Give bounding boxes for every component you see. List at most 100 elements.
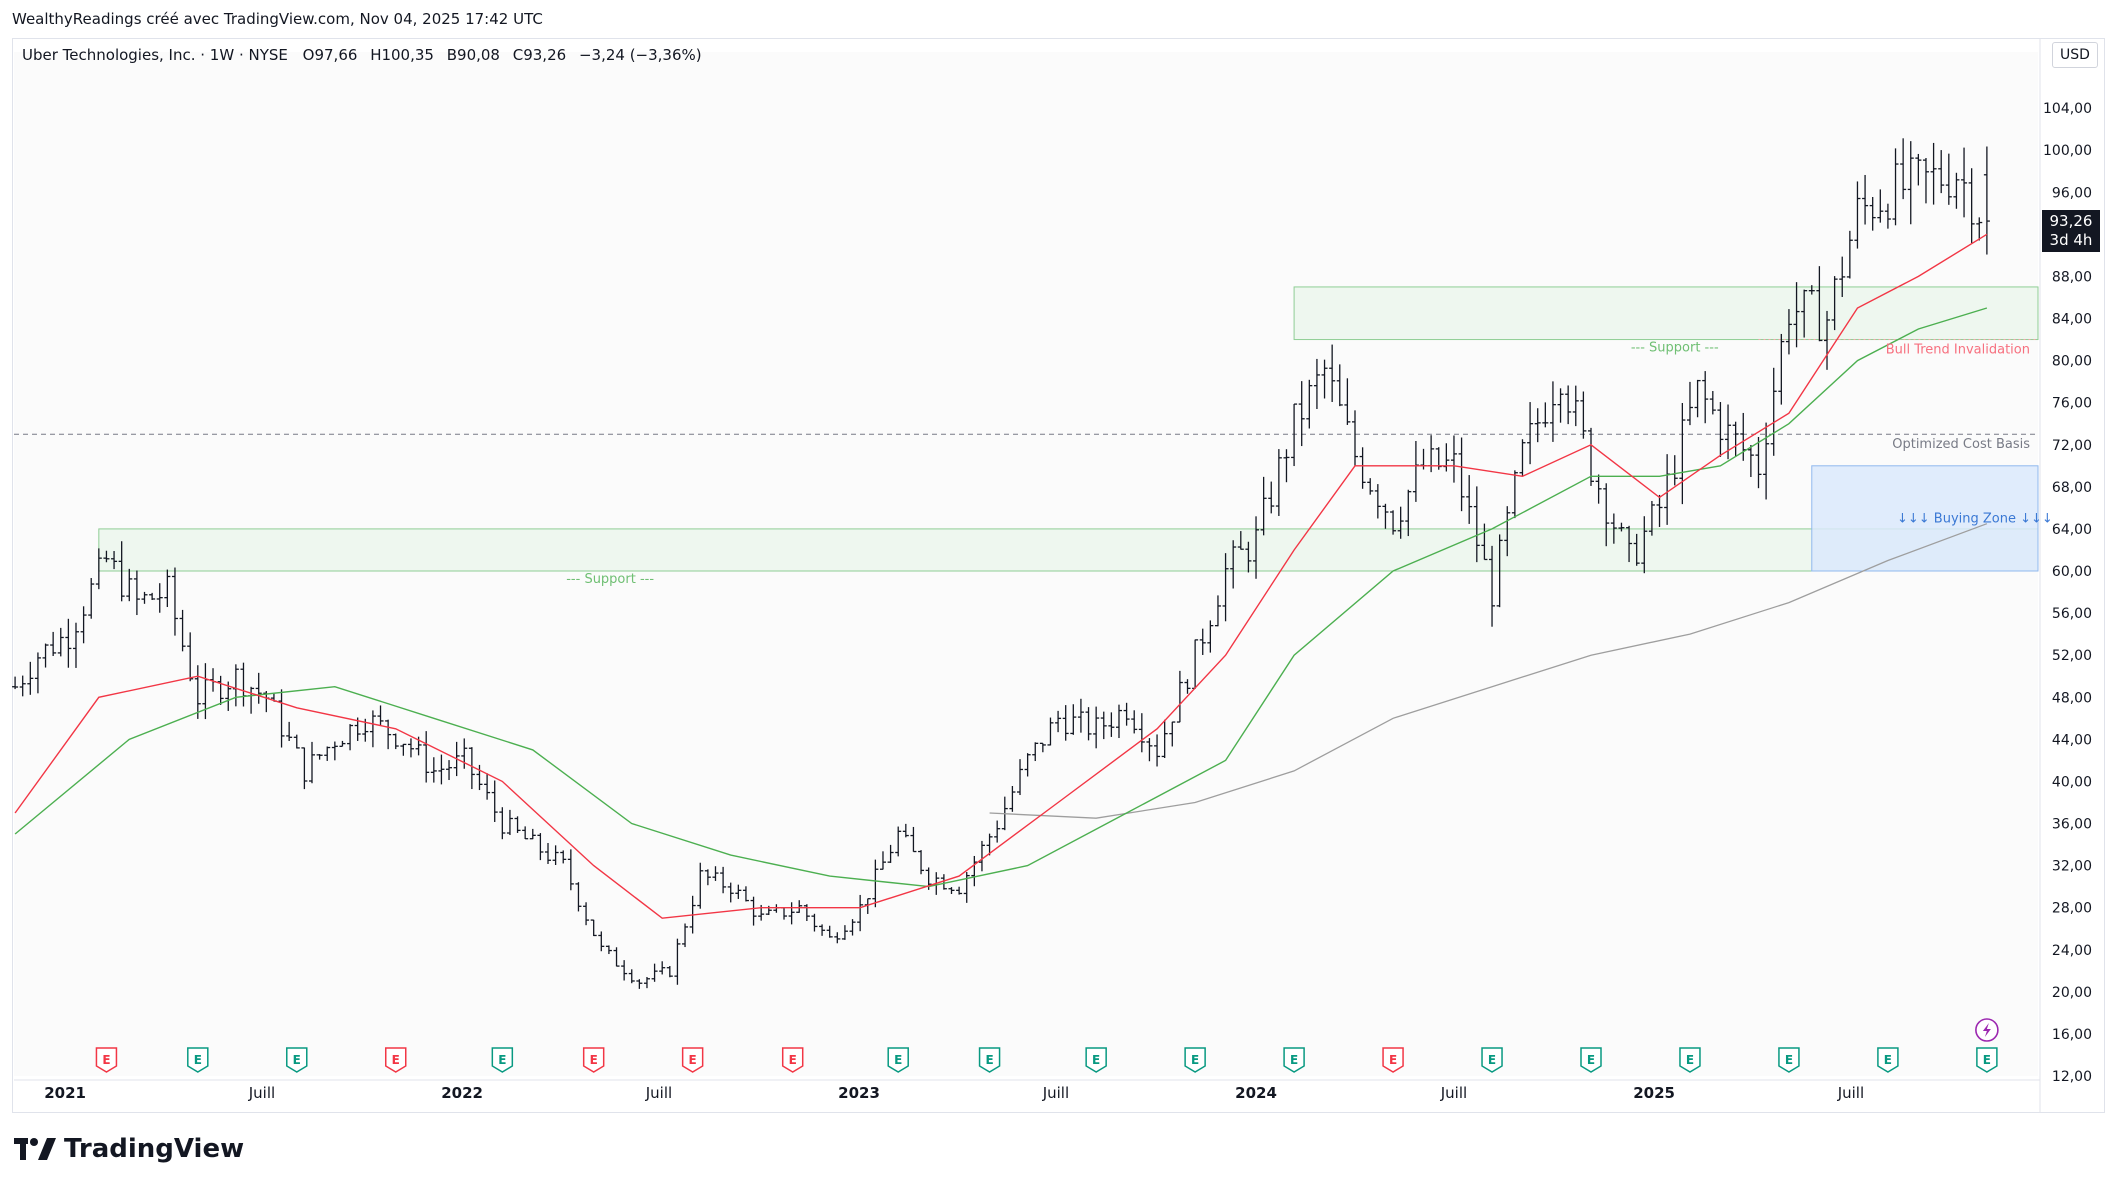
ohlc-bar — [1237, 531, 1244, 550]
support-zone-2024 — [1293, 286, 2039, 341]
brand-footer[interactable]: TradingView — [14, 1134, 244, 1164]
ohlc-bar — [712, 866, 719, 881]
ohlc-bar — [1009, 785, 1016, 812]
ohlc-bar — [1763, 422, 1770, 500]
ohlc-bar — [742, 886, 749, 902]
ohlc-bar — [1024, 753, 1031, 777]
price-axis: 12,00 16,00 20,00 24,00 28,00 32,00 36,00 40,00… — [2039, 38, 2092, 1113]
ohlc-bar — [697, 862, 704, 909]
ohlc-bar — [1732, 421, 1739, 457]
y-tick-label: 40,00 — [2052, 774, 2092, 790]
ohlc-bar — [1565, 385, 1572, 425]
earnings-marker: E — [1184, 1047, 1206, 1073]
ohlc-bar — [636, 979, 643, 989]
ohlc-bar — [1968, 168, 1975, 243]
ohlc-bar — [133, 570, 140, 616]
ohlc-bar — [750, 896, 757, 926]
y-tick-label: 20,00 — [2052, 985, 2092, 1001]
y-tick-label: 24,00 — [2052, 943, 2092, 959]
ohlc-bar — [1527, 402, 1534, 465]
ohlc-bar — [1039, 742, 1046, 753]
ohlc-bar — [1938, 150, 1945, 194]
ohlc-bar — [1900, 138, 1907, 200]
currency-button[interactable]: USD — [2052, 42, 2098, 68]
ohlc-bar — [834, 932, 841, 944]
ohlc-bar — [385, 719, 392, 750]
ohlc-bar — [522, 826, 529, 840]
ohlc-bar — [1450, 435, 1457, 483]
ohlc-bar — [1336, 364, 1343, 407]
y-tick-label: 96,00 — [2052, 185, 2092, 201]
ohlc-bar — [1291, 403, 1298, 467]
ohlc-bar — [1085, 707, 1092, 741]
earnings-marker-letter: E — [894, 1053, 902, 1067]
ohlc-bar — [1161, 719, 1168, 758]
ohlc-bar — [529, 828, 536, 840]
earnings-marker-letter: E — [1983, 1053, 1991, 1067]
y-tick-label: 84,00 — [2052, 312, 2092, 328]
ohlc-bar — [552, 845, 559, 865]
y-tick-label: 44,00 — [2052, 732, 2092, 748]
ohlc-bar — [72, 622, 79, 668]
zones-layer — [14, 52, 2039, 1076]
earnings-marker: E — [1580, 1047, 1602, 1073]
ohlc-bar — [1473, 486, 1480, 563]
ohlc-bar — [735, 884, 742, 899]
ema-short-line — [14, 233, 1988, 919]
x-tick-label: 2022 — [441, 1084, 483, 1102]
earnings-marker-letter: E — [102, 1053, 110, 1067]
earnings-marker-letter: E — [293, 1053, 301, 1067]
ohlc-bar — [461, 738, 468, 769]
ohlc-bar — [1154, 734, 1161, 767]
ohlc-bar — [1207, 620, 1214, 653]
ohlc-bar — [171, 567, 178, 636]
ohlc-bar — [1367, 478, 1374, 495]
ohlc-bar — [598, 931, 605, 952]
ohlc-bar — [1131, 710, 1138, 734]
ohlc-bar — [1055, 710, 1062, 733]
optimized-cost-basis-label: Optimized Cost Basis — [1892, 437, 2030, 452]
y-tick-label: 76,00 — [2052, 396, 2092, 412]
ohlc-bar — [621, 960, 628, 981]
ohlc-bar — [879, 851, 886, 870]
y-tick-label: 68,00 — [2052, 480, 2092, 496]
ohlc-bar — [978, 840, 985, 872]
ohlc-bar — [1070, 704, 1077, 735]
ohlc-bar — [1862, 174, 1869, 225]
ohlc-bar — [1351, 410, 1358, 467]
ohlc-bar — [1549, 381, 1556, 442]
legend-high: H100,35 — [370, 46, 434, 64]
ohlc-bar — [545, 843, 552, 864]
ohlc-bar — [331, 741, 338, 761]
earnings-marker: E — [187, 1047, 209, 1073]
ohlc-bar — [1123, 702, 1130, 726]
ohlc-bar — [57, 627, 64, 657]
ohlc-bar — [1755, 436, 1762, 489]
ohlc-bar — [1253, 516, 1260, 579]
ohlc-bar — [446, 760, 453, 781]
ohlc-bar — [293, 734, 300, 749]
y-tick-label: 28,00 — [2052, 901, 2092, 917]
earnings-marker-letter: E — [1389, 1053, 1397, 1067]
ohlc-bar — [628, 969, 635, 984]
earnings-marker: E — [1481, 1047, 1503, 1073]
ohlc-bar — [1679, 402, 1686, 505]
ohlc-bar — [1633, 533, 1640, 566]
earnings-marker-letter: E — [590, 1053, 598, 1067]
ohlc-bar — [1062, 705, 1069, 741]
earnings-marker: E — [978, 1047, 1001, 1073]
ohlc-bar — [811, 913, 818, 932]
ohlc-bar — [826, 925, 833, 938]
ohlc-bar — [1382, 503, 1389, 529]
x-tick-label: 2024 — [1235, 1084, 1277, 1102]
ohlc-bar — [1747, 445, 1754, 478]
ohlc-bar — [1945, 153, 1952, 205]
earnings-marker: E — [1877, 1047, 1899, 1073]
x-tick-label: 2023 — [838, 1084, 880, 1102]
earnings-marker-letter: E — [498, 1053, 506, 1067]
ohlc-bar — [1313, 358, 1320, 410]
earnings-marker-letter: E — [1092, 1053, 1100, 1067]
ohlc-bar — [849, 919, 856, 936]
